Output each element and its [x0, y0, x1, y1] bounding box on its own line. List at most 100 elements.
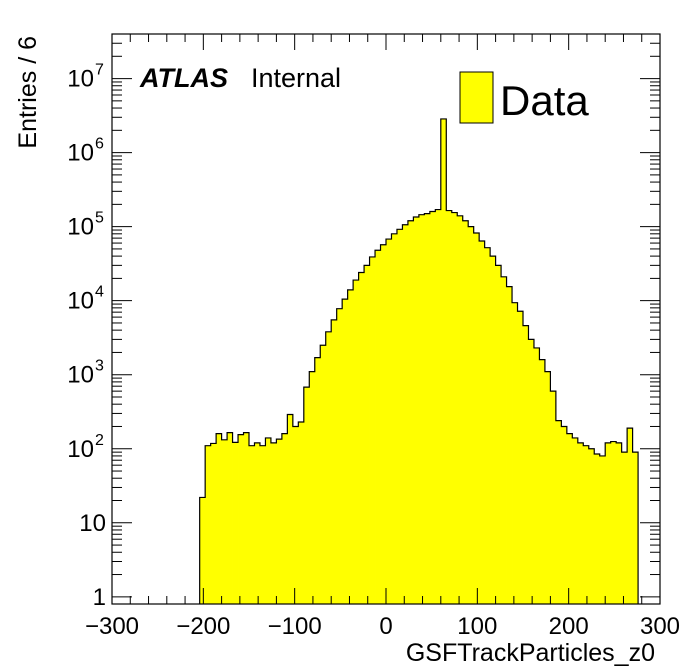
- histogram-bin: [232, 442, 239, 604]
- histogram-bin: [243, 432, 250, 604]
- histogram-bin: [270, 442, 277, 604]
- plot-frame: [111, 33, 661, 605]
- histogram-bars: [199, 118, 639, 605]
- x-axis-label: GSFTrackParticles_z0: [406, 639, 655, 667]
- histogram-bin: [292, 426, 299, 604]
- histogram-bin: [577, 442, 584, 604]
- histogram-bin: [610, 441, 617, 604]
- y-tick-label: 10: [67, 436, 94, 463]
- y-tick-label: 10: [79, 510, 106, 537]
- histogram-bin: [506, 286, 513, 604]
- atlas-label: ATLAS: [139, 63, 228, 93]
- x-tick-label: −100: [268, 613, 322, 640]
- histogram-bin: [199, 497, 206, 604]
- histogram-bin: [588, 448, 595, 604]
- histogram-bin: [446, 210, 453, 604]
- y-tick-exponent: 5: [95, 210, 104, 227]
- histogram-bin: [512, 302, 518, 604]
- histogram-bin: [210, 443, 217, 604]
- y-tick-label: 10: [67, 140, 94, 167]
- histogram-bin: [331, 319, 338, 604]
- legend-swatch: [459, 71, 494, 124]
- histogram-bin: [249, 445, 255, 604]
- histogram-bin: [627, 428, 633, 604]
- x-tick-labels: −300 −200 −100 0 100 200 300: [85, 613, 680, 640]
- histogram-bin: [555, 420, 562, 604]
- y-tick-exponent: 3: [95, 358, 104, 375]
- histogram-bin: [440, 118, 447, 604]
- histogram-bin: [407, 220, 414, 604]
- histogram-bin: [561, 426, 568, 604]
- histogram-bin: [462, 220, 469, 604]
- y-tick-label: 10: [67, 66, 94, 93]
- histogram-bin: [276, 439, 283, 604]
- y-tick-exponent: 7: [95, 62, 104, 79]
- histogram-bin: [572, 437, 579, 604]
- histogram-bin: [227, 432, 233, 604]
- histogram-bin: [364, 265, 370, 604]
- histogram-bin: [435, 209, 442, 605]
- histogram-bin: [451, 212, 458, 604]
- histogram-bin: [358, 272, 365, 604]
- histogram-outline: [199, 118, 639, 604]
- histogram-bin: [429, 211, 436, 604]
- y-tick-exponent: 6: [95, 136, 104, 153]
- x-tick-label: 0: [379, 613, 392, 640]
- internal-label: Internal: [251, 63, 341, 93]
- histogram-bin: [259, 445, 266, 604]
- histogram-bin: [314, 357, 321, 604]
- histogram-bin: [221, 439, 228, 604]
- y-tick-label: 10: [67, 288, 94, 315]
- histogram-bin: [413, 216, 420, 605]
- histogram-bin: [347, 289, 354, 604]
- histogram-bin: [473, 233, 480, 604]
- histogram-bin: [490, 256, 496, 604]
- histogram-bin: [396, 229, 403, 605]
- histogram-bin: [566, 433, 573, 604]
- histogram-bin: [583, 445, 590, 604]
- histogram-bin: [528, 339, 535, 604]
- histogram-bin: [336, 308, 343, 604]
- y-tick-exponent: 2: [95, 432, 104, 449]
- histogram-bin: [287, 414, 294, 604]
- histogram-bin: [523, 325, 529, 604]
- histogram-bin: [424, 213, 431, 605]
- histogram-bin: [402, 224, 409, 604]
- y-axis-label: Entries / 6: [14, 36, 42, 149]
- histogram-bin: [605, 442, 612, 604]
- histogram-bin: [380, 244, 387, 604]
- histogram-bin: [281, 433, 288, 604]
- x-tick-label: 200: [549, 613, 589, 640]
- histogram-bin: [533, 347, 540, 604]
- histogram-bin: [265, 437, 272, 604]
- histogram-bin: [594, 453, 601, 604]
- histogram-bin: [386, 239, 392, 604]
- histogram-bin: [550, 391, 557, 604]
- histogram-bin: [342, 299, 349, 604]
- y-tick-label: 1: [93, 584, 106, 611]
- histogram-bin: [303, 387, 310, 604]
- histogram-bin: [501, 276, 507, 604]
- histogram-bin: [320, 345, 327, 604]
- histogram-bin: [205, 445, 212, 604]
- x-tick-label: −200: [176, 613, 230, 640]
- histogram-bin: [544, 371, 551, 604]
- histogram-bin: [539, 359, 546, 604]
- histogram-bin: [599, 455, 606, 604]
- y-tick-label: 10: [67, 214, 94, 241]
- x-tick-label: 300: [640, 613, 680, 640]
- histogram-bin: [632, 452, 639, 604]
- histogram-bin: [391, 233, 398, 604]
- histogram-bin: [369, 256, 376, 604]
- legend-label: Data: [500, 77, 589, 124]
- histogram-bin: [353, 280, 359, 604]
- histogram-bin: [418, 214, 425, 604]
- histogram-bin: [484, 247, 491, 604]
- histogram-bin: [495, 265, 502, 604]
- histogram-bin: [254, 442, 261, 604]
- histogram-bin: [517, 311, 524, 604]
- x-tick-label: 100: [457, 613, 497, 640]
- y-tick-label: 10: [67, 362, 94, 389]
